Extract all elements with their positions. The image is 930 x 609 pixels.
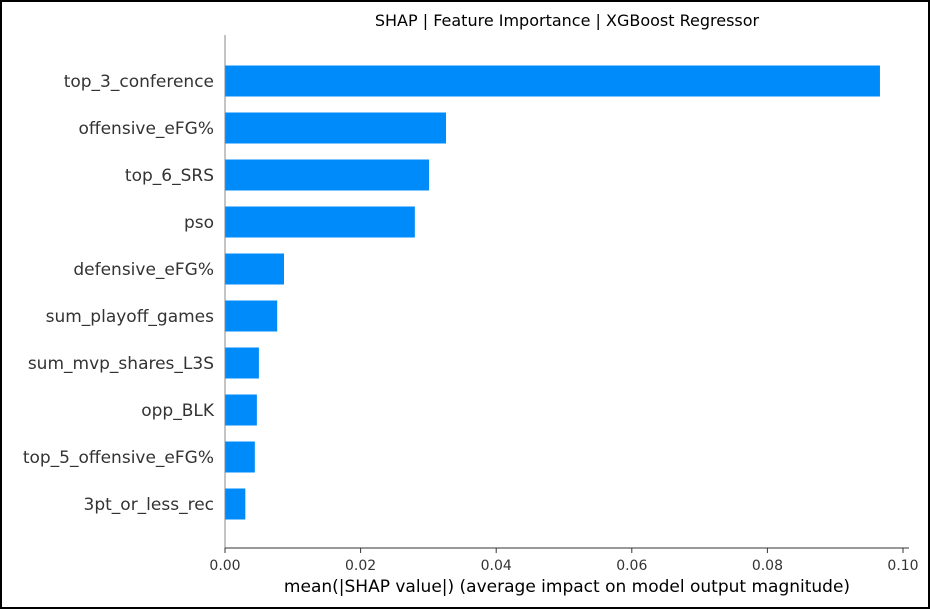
bar-top_3_conference	[225, 65, 880, 97]
x-tick-label: 0.08	[752, 558, 783, 574]
y-tick-label: top_6_SRS	[125, 166, 214, 186]
y-tick-label: offensive_eFG%	[78, 119, 214, 139]
y-tick-label: top_3_conference	[64, 72, 214, 92]
bar-top_6_SRS	[225, 159, 430, 191]
y-tick-label: sum_playoff_games	[46, 307, 215, 327]
x-tick-label: 0.00	[209, 558, 240, 574]
bar-pso	[225, 206, 415, 238]
bar-top_5_offensive_eFG%	[225, 441, 255, 473]
chart-title: SHAP | Feature Importance | XGBoost Regr…	[375, 11, 760, 30]
bar-sum_mvp_shares_L3S	[225, 347, 259, 379]
bar-defensive_eFG%	[225, 253, 284, 285]
bar-sum_playoff_games	[225, 300, 278, 332]
bar-3pt_or_less_rec	[225, 488, 246, 520]
bar-offensive_eFG%	[225, 112, 447, 144]
x-tick-label: 0.02	[345, 558, 376, 574]
bars-group	[225, 65, 880, 520]
x-tick-label: 0.10	[887, 558, 918, 574]
y-tick-label: opp_BLK	[141, 401, 215, 421]
bar-opp_BLK	[225, 394, 257, 426]
y-tick-label: defensive_eFG%	[73, 260, 214, 280]
y-tick-labels: top_3_conference offensive_eFG% top_6_SRSp…	[23, 72, 215, 515]
x-tick-label: 0.04	[481, 558, 512, 574]
y-tick-label: 3pt_or_less_rec	[84, 495, 214, 515]
x-axis-label: mean(|SHAP value|) (average impact on mo…	[284, 577, 850, 597]
y-tick-label: sum_mvp_shares_L3S	[28, 354, 214, 374]
y-tick-label: pso	[184, 213, 214, 233]
y-tick-label: top_5_offensive_eFG%	[23, 448, 214, 468]
x-ticks: 0.00 0.02 0.04 0.06 0.08 0.10	[209, 548, 919, 574]
x-tick-label: 0.06	[616, 558, 647, 574]
